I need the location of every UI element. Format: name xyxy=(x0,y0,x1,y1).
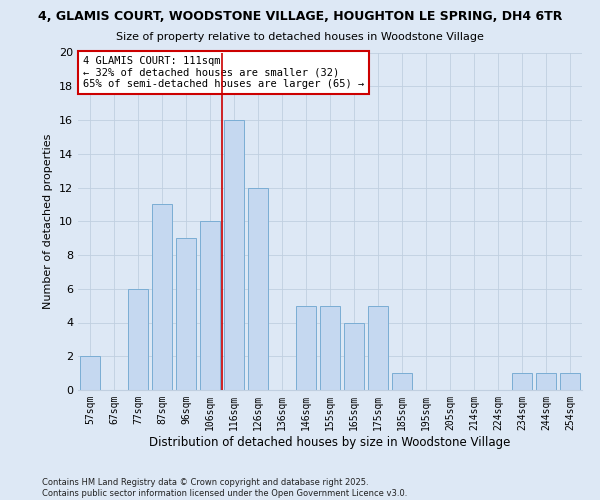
Bar xyxy=(176,238,196,390)
Bar xyxy=(296,306,316,390)
Bar xyxy=(80,356,100,390)
Bar xyxy=(512,373,532,390)
Bar xyxy=(368,306,388,390)
Bar xyxy=(536,373,556,390)
Bar xyxy=(392,373,412,390)
Bar xyxy=(560,373,580,390)
Bar xyxy=(320,306,340,390)
Text: Size of property relative to detached houses in Woodstone Village: Size of property relative to detached ho… xyxy=(116,32,484,42)
Text: Contains HM Land Registry data © Crown copyright and database right 2025.
Contai: Contains HM Land Registry data © Crown c… xyxy=(42,478,407,498)
Bar xyxy=(248,188,268,390)
Bar xyxy=(200,221,220,390)
Bar xyxy=(344,322,364,390)
X-axis label: Distribution of detached houses by size in Woodstone Village: Distribution of detached houses by size … xyxy=(149,436,511,448)
Y-axis label: Number of detached properties: Number of detached properties xyxy=(43,134,53,309)
Bar xyxy=(224,120,244,390)
Bar xyxy=(152,204,172,390)
Text: 4, GLAMIS COURT, WOODSTONE VILLAGE, HOUGHTON LE SPRING, DH4 6TR: 4, GLAMIS COURT, WOODSTONE VILLAGE, HOUG… xyxy=(38,10,562,23)
Bar xyxy=(128,289,148,390)
Text: 4 GLAMIS COURT: 111sqm
← 32% of detached houses are smaller (32)
65% of semi-det: 4 GLAMIS COURT: 111sqm ← 32% of detached… xyxy=(83,56,364,89)
